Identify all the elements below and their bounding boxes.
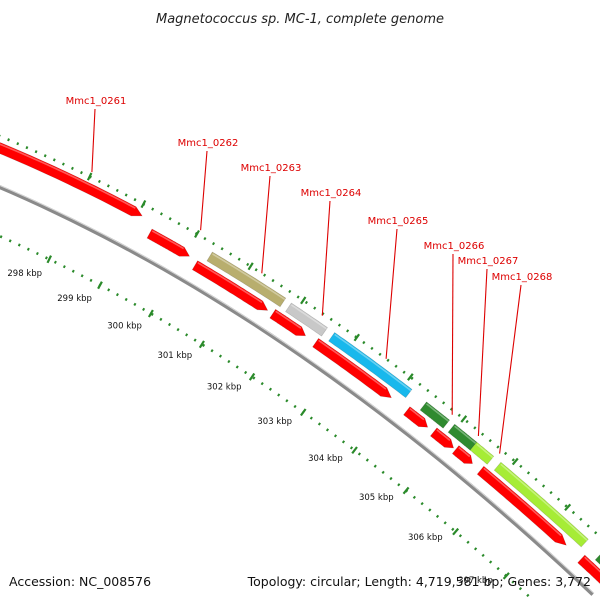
feature-lime-bar	[493, 461, 589, 548]
tick-label: 307 kbp	[458, 576, 493, 586]
feature-red-arrow-1-shine	[0, 143, 136, 209]
feature-red-arrow-2-shine	[151, 230, 184, 250]
gene-labels: Mmc1_0261 Mmc1_0262 Mmc1_0263 Mmc1_0264 Mmc1…	[66, 96, 553, 454]
tick-label: 298 kbp	[7, 269, 42, 279]
feature-olive-bar	[206, 251, 287, 308]
feature-red-arrow-2	[146, 228, 191, 257]
tick-label: 299 kbp	[57, 294, 92, 304]
feature-green-bar-1-shine	[426, 403, 450, 423]
feature-grey-bar-shine	[290, 304, 328, 330]
feature-red-arrow-9	[476, 465, 567, 546]
feature-lime-bar-small-shine	[476, 443, 494, 459]
gene-label[interactable]: Mmc1_0265	[368, 216, 429, 227]
gene-callout-line	[200, 150, 208, 231]
gene-callout-line	[451, 253, 454, 415]
tick-mark	[351, 446, 358, 455]
tick-mark-outer	[247, 262, 254, 271]
feature-red-arrow-5	[312, 337, 392, 399]
genome-summary-text: Topology: circular; Length: 4,719,581 bp…	[247, 574, 591, 589]
tick-label: 303 kbp	[257, 417, 292, 427]
tick-labels: 298 kbp 299 kbp 300 kbp 301 kbp 302 kbp 303 k…	[7, 172, 572, 586]
tick-label: 305 kbp	[359, 493, 394, 503]
feature-green-bar-1	[419, 401, 451, 429]
feature-red-arrow-10-shine	[584, 556, 600, 573]
tick-label: 300 kbp	[107, 321, 142, 331]
outer-dotted-line	[0, 134, 600, 539]
tick-mark-outer	[460, 415, 468, 423]
tick-mark-outer	[140, 199, 147, 209]
tick-mark	[198, 340, 205, 349]
gene-label[interactable]: Mmc1_0267	[458, 256, 519, 267]
feature-lime-bar-shine	[500, 463, 588, 541]
tick-label: 306 kbp	[408, 533, 443, 543]
inner-dotted-track	[0, 234, 535, 600]
feature-red-arrow-3-shine	[197, 262, 263, 304]
feature-red-arrow-5-shine	[318, 339, 387, 390]
backbone-highlight	[0, 185, 595, 594]
gene-label[interactable]: Mmc1_0264	[301, 188, 362, 199]
tick-mark	[97, 281, 103, 290]
feature-red-arrow-6	[403, 406, 429, 428]
feature-red-arrow-7-shine	[436, 429, 451, 442]
feature-red-arrow-4-shine	[275, 310, 302, 329]
feature-track	[0, 142, 600, 584]
gene-label[interactable]: Mmc1_0268	[492, 272, 553, 283]
tick-mark	[402, 486, 410, 495]
gene-label[interactable]: Mmc1_0262	[178, 138, 239, 149]
feature-red-arrow-6-shine	[409, 408, 425, 421]
tick-mark	[147, 309, 154, 318]
feature-green-bar-2-shine	[454, 425, 477, 444]
accession-text: Accession: NC_008576	[9, 574, 151, 589]
tick-mark-outer	[511, 457, 519, 466]
feature-red-arrow-8-shine	[458, 446, 471, 458]
tick-mark-outer	[194, 229, 200, 238]
gene-callout-line	[499, 284, 522, 454]
tick-label: 302 kbp	[207, 383, 242, 393]
inner-dotted-line	[0, 234, 535, 600]
tick-label: 304 kbp	[308, 454, 343, 464]
tick-mark	[452, 527, 460, 536]
map-title: Magnetococcus sp. MC-1, complete genome	[156, 12, 444, 27]
feature-lime-bar-small	[469, 441, 495, 465]
feature-red-arrow-10	[577, 554, 600, 584]
tick-mark-outer	[300, 296, 307, 305]
gene-callout-line	[477, 268, 488, 437]
backbone-track	[0, 184, 595, 596]
feature-green-bar-3	[594, 554, 600, 565]
tick-label: 301 kbp	[157, 351, 192, 361]
gene-label[interactable]: Mmc1_0266	[424, 241, 485, 252]
feature-red-arrow-3	[191, 260, 269, 311]
gene-callout-line	[385, 228, 398, 359]
feature-red-arrow-1	[0, 142, 143, 217]
feature-olive-bar-shine	[212, 253, 286, 301]
feature-cyan-bar-shine	[334, 333, 412, 392]
feature-red-arrow-9-shine	[483, 467, 562, 537]
tick-mark-outer	[407, 373, 414, 381]
gene-label[interactable]: Mmc1_0261	[66, 96, 127, 107]
gene-callout-line	[321, 200, 331, 316]
tick-mark	[46, 255, 52, 264]
tick-mark	[300, 408, 307, 417]
outer-dotted-track	[0, 134, 600, 539]
tick-mark-outer	[86, 172, 93, 181]
feature-cyan-bar	[328, 332, 413, 399]
tick-mark-outer	[353, 333, 360, 342]
gene-label[interactable]: Mmc1_0263	[241, 163, 302, 174]
feature-red-arrow-4	[269, 308, 307, 337]
tick-mark	[502, 572, 510, 580]
gene-callout-line	[261, 175, 271, 274]
tick-mark-outer	[564, 503, 572, 512]
tick-mark	[248, 372, 256, 381]
gene-callout-line	[91, 108, 96, 173]
feature-grey-bar	[285, 302, 328, 337]
feature-red-arrow-8	[451, 445, 473, 464]
feature-red-arrow-7	[429, 427, 455, 449]
backbone-line	[0, 184, 595, 596]
